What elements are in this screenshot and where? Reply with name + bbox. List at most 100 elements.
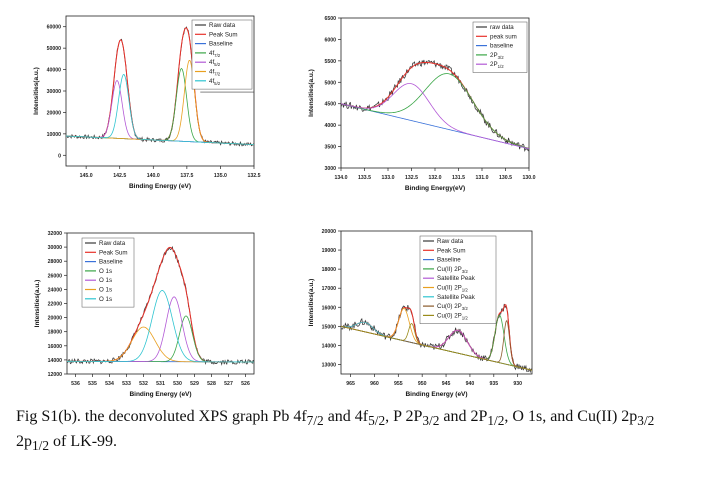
caption-text-7: of LK-99.	[49, 433, 118, 451]
y-tick-label: 26000	[48, 273, 63, 279]
legend-label: 2P3/2	[490, 52, 504, 60]
chart-panel-1: 145.0 142.5 140.0 137.5 135.0 132.5 0 10000 2000…	[33, 15, 261, 190]
chart-panel-2: 134.0 133.5 133.0 132.5 132.0 131.5 131.0 130.5…	[308, 16, 536, 192]
legend-label: 2P1/2	[490, 61, 504, 69]
x-tick-label: 528	[207, 381, 216, 387]
caption-sub-1: 7/2	[306, 413, 324, 429]
x-tick-label: 935	[489, 381, 498, 387]
x-tick-label: 945	[442, 381, 451, 387]
x-tick-label: 940	[466, 381, 475, 387]
y-tick-label: 28000	[48, 259, 63, 265]
y-tick-label: 20000	[48, 316, 63, 322]
legend-label: Raw data	[99, 240, 126, 247]
legend-label: Peak Sum	[209, 31, 238, 38]
y-tick-label: 14000	[322, 343, 337, 349]
legend-label: Baseline	[437, 257, 461, 264]
x-tick-label: 137.5	[180, 173, 193, 179]
y-tick-label: 14000	[48, 358, 63, 364]
legend-label: peak sum	[490, 33, 517, 40]
caption-text-4: and 2P	[439, 408, 488, 425]
legend-label: Cu(0) 2P1/2	[437, 312, 468, 320]
x-tick-label: 140.0	[147, 173, 160, 179]
legend-label: 4f5/2	[209, 78, 221, 86]
series-group	[341, 303, 532, 374]
y-tick-label: 17000	[322, 286, 337, 292]
x-axis-label: Binding Energy (eV)	[129, 391, 191, 398]
legend-label: Peak Sum	[99, 249, 128, 256]
x-tick-label: 527	[224, 381, 233, 387]
legend-label: Baseline	[209, 41, 233, 48]
legend-label: Cu(II) 2P3/2	[437, 266, 468, 274]
x-tick-label: 130.0	[523, 175, 536, 181]
y-tick-label: 16000	[322, 305, 337, 311]
y-axis-label: Intensities(a.u.)	[34, 280, 41, 328]
legend-label: O 1s	[99, 277, 112, 284]
x-tick-label: 526	[241, 381, 250, 387]
legend-label: Satellite Peak	[437, 275, 476, 282]
x-tick-label: 534	[105, 381, 114, 387]
legend-label: Cu(II) 2P1/2	[437, 285, 468, 293]
legend-label: O 1s	[99, 296, 112, 303]
caption-text-2: and 4f	[323, 408, 369, 425]
y-tick-label: 16000	[48, 344, 63, 350]
legend-label: O 1s	[99, 268, 112, 275]
series-group	[66, 26, 254, 147]
caption-sub-4: 1/2	[487, 413, 505, 429]
legend-label: Satellite Peak	[437, 294, 476, 301]
x-tick-label: 133.5	[358, 175, 371, 181]
x-tick-label: 533	[122, 381, 131, 387]
legend-box	[191, 19, 253, 90]
y-tick-label: 50000	[47, 46, 62, 52]
chart-panel-3: 536 535 534 533 532 531 530 529 528 527 526 12000 14…	[34, 231, 255, 398]
legend-label: Peak Sum	[437, 247, 466, 254]
x-axis-label: Binding Energy (eV)	[405, 391, 467, 398]
caption-text-6: 2p	[16, 433, 32, 451]
x-tick-label: 130.5	[499, 175, 512, 181]
x-tick-label: 955	[394, 381, 403, 387]
legend-label: Cu(0) 2P3/2	[437, 303, 468, 311]
y-tick-label: 3500	[324, 145, 336, 151]
y-tick-label: 22000	[48, 302, 63, 308]
x-axis-label: Binding Energy(eV)	[405, 185, 465, 192]
legend-label: Raw data	[209, 22, 236, 29]
x-tick-label: 531	[156, 381, 165, 387]
y-tick-label: 15000	[322, 324, 337, 330]
legend-label: 4f7/2	[209, 69, 221, 77]
y-tick-label: 60000	[47, 25, 62, 31]
y-tick-label: 30000	[48, 245, 63, 251]
chart-panel-4: 965 960 955 950 945 940 935 930 13000 14000 15000 1…	[308, 229, 533, 398]
x-tick-label: 532	[139, 381, 148, 387]
x-tick-label: 145.0	[80, 173, 93, 179]
caption-text-5: , O 1s, and Cu(II) 2p	[504, 408, 638, 425]
x-tick-label: 132.5	[405, 175, 418, 181]
series-line-1	[341, 303, 532, 374]
y-tick-label: 0	[58, 153, 61, 159]
x-tick-label: 134.0	[335, 175, 348, 181]
series-group	[341, 59, 529, 152]
y-tick-label: 32000	[48, 231, 63, 237]
y-tick-label: 6000	[324, 37, 336, 43]
x-tick-label: 950	[418, 381, 427, 387]
x-tick-label: 960	[370, 381, 379, 387]
series-line-9	[341, 323, 532, 371]
x-tick-label: 142.5	[113, 173, 126, 179]
y-tick-label: 24000	[48, 287, 63, 293]
y-tick-label: 6500	[324, 16, 336, 22]
series-line-4	[341, 73, 529, 149]
legend-label: raw data	[490, 24, 514, 31]
y-tick-label: 5000	[324, 80, 336, 86]
x-tick-label: 131.0	[476, 175, 489, 181]
x-tick-label: 965	[346, 381, 355, 387]
series-line-7	[67, 290, 254, 363]
caption-sub-6: 1/2	[32, 438, 50, 454]
caption-text-3: , P 2P	[385, 408, 423, 425]
x-tick-label: 132.0	[429, 175, 442, 181]
y-tick-label: 4000	[324, 123, 336, 129]
caption-sub-5: 3/2	[637, 413, 655, 429]
figure-caption: Fig S1(b). the deconvoluted XPS graph Pb…	[16, 406, 706, 456]
x-tick-label: 131.5	[452, 175, 465, 181]
y-tick-label: 12000	[48, 372, 63, 378]
y-tick-label: 30000	[47, 89, 62, 95]
